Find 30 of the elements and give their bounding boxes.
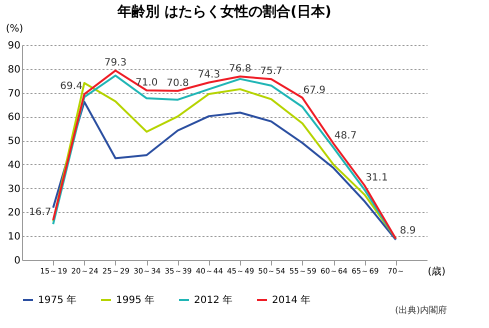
text: (出典)内閣府 xyxy=(394,305,447,316)
legend-label: 1995 年 xyxy=(116,294,155,306)
x-axis-title: (歳) xyxy=(428,266,446,278)
legend-label: 2012 年 xyxy=(194,294,233,306)
y-tick-label: 10 xyxy=(8,232,20,243)
chart-title: 年齢別 はたらく女性の割合(日本) xyxy=(116,3,332,20)
y-axis-title: (%) xyxy=(6,24,24,34)
data-label: 8.9 xyxy=(400,226,416,237)
data-label: 76.8 xyxy=(228,64,252,75)
y-tick-label: 70 xyxy=(8,88,20,100)
data-label: 16.7 xyxy=(29,207,52,218)
y-tick-label: 30 xyxy=(8,184,20,195)
y-tick-label: 80 xyxy=(8,64,20,76)
data-label: 48.7 xyxy=(334,130,357,142)
data-label: 74.3 xyxy=(198,70,220,81)
data-label: 75.7 xyxy=(260,66,282,78)
y-tick-label: 50 xyxy=(8,136,20,148)
y-tick-label: 40 xyxy=(8,160,20,171)
data-label: 69.4 xyxy=(60,81,82,92)
legend-label: 1975 年 xyxy=(38,294,77,306)
y-tick-label: 0 xyxy=(14,256,20,266)
data-label: 70.8 xyxy=(166,78,189,89)
data-label: 31.1 xyxy=(366,172,388,184)
y-tick-label: 20 xyxy=(8,208,20,219)
data-label: 67.9 xyxy=(303,84,326,96)
legend-label: 2014 年 xyxy=(272,294,311,306)
y-tick-label: 90 xyxy=(8,40,20,52)
data-label: 79.3 xyxy=(104,58,127,69)
data-label: 71.0 xyxy=(135,77,158,88)
y-tick-label: 60 xyxy=(8,112,20,124)
